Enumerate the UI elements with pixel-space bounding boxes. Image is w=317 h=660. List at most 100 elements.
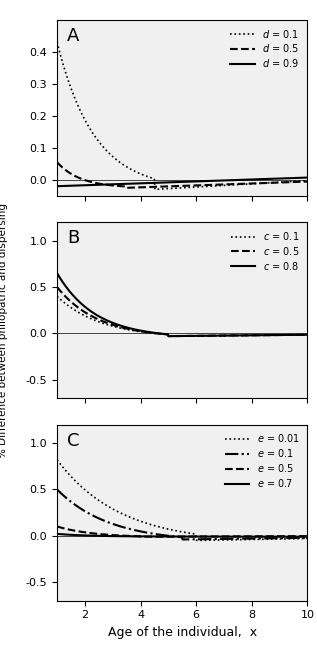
e = 0.1: [261, 535, 265, 543]
d = 0.9: [174, 178, 178, 186]
e = 0.5: [55, 523, 59, 531]
e = 0.5: [191, 533, 195, 541]
e = 0.7: [174, 533, 178, 541]
Line: e = 0.01: e = 0.01: [57, 460, 307, 541]
e = 0.1: [55, 486, 59, 494]
Text: B: B: [67, 229, 79, 248]
e = 0.5: [306, 532, 309, 540]
d = 0.1: [261, 180, 265, 187]
c = 0.1: [306, 331, 309, 339]
d = 0.1: [175, 184, 178, 192]
Line: c = 0.5: c = 0.5: [57, 287, 307, 336]
d = 0.5: [205, 181, 209, 189]
X-axis label: Age of the individual,  x: Age of the individual, x: [108, 626, 257, 639]
d = 0.1: [205, 182, 209, 190]
d = 0.9: [300, 174, 303, 182]
e = 0.01: [174, 527, 178, 535]
Line: d = 0.9: d = 0.9: [57, 178, 307, 186]
c = 0.1: [191, 332, 195, 340]
d = 0.1: [300, 177, 304, 185]
c = 0.1: [261, 331, 265, 339]
c = 0.8: [191, 332, 195, 340]
Line: d = 0.1: d = 0.1: [57, 42, 307, 189]
c = 0.1: [55, 292, 59, 300]
Text: % Difference between philopatric and dispersing: % Difference between philopatric and dis…: [0, 203, 8, 457]
c = 0.8: [300, 331, 304, 339]
d = 0.9: [306, 174, 309, 182]
d = 0.1: [176, 184, 180, 192]
e = 0.01: [300, 535, 304, 543]
Legend: $\mathit{c}$ = 0.1, $\mathit{c}$ = 0.5, $\mathit{c}$ = 0.8: $\mathit{c}$ = 0.1, $\mathit{c}$ = 0.5, …: [228, 227, 303, 275]
d = 0.5: [176, 182, 180, 190]
c = 0.8: [205, 332, 209, 340]
Line: c = 0.1: c = 0.1: [57, 296, 307, 336]
c = 0.5: [191, 332, 195, 340]
e = 0.5: [176, 533, 180, 541]
e = 0.01: [55, 456, 59, 464]
e = 0.1: [191, 535, 195, 543]
Line: c = 0.8: c = 0.8: [57, 273, 307, 336]
d = 0.1: [306, 177, 309, 185]
e = 0.1: [306, 534, 309, 542]
c = 0.5: [55, 283, 59, 291]
d = 0.9: [261, 175, 264, 183]
Legend: $\mathit{e}$ = 0.01, $\mathit{e}$ = 0.1, $\mathit{e}$ = 0.5, $\mathit{e}$ = 0.7: $\mathit{e}$ = 0.01, $\mathit{e}$ = 0.1,…: [222, 430, 303, 492]
d = 0.5: [191, 182, 195, 189]
e = 0.7: [261, 533, 264, 541]
e = 0.5: [205, 533, 209, 541]
c = 0.1: [166, 332, 170, 340]
e = 0.5: [261, 533, 265, 541]
c = 0.5: [306, 331, 309, 339]
d = 0.1: [55, 38, 59, 46]
d = 0.5: [55, 158, 59, 166]
c = 0.1: [300, 331, 304, 339]
e = 0.7: [191, 533, 194, 541]
c = 0.8: [55, 269, 59, 277]
e = 0.1: [181, 535, 184, 543]
e = 0.01: [306, 535, 309, 543]
e = 0.01: [191, 530, 194, 538]
Line: d = 0.5: d = 0.5: [57, 162, 307, 188]
d = 0.9: [191, 178, 194, 185]
c = 0.8: [176, 332, 180, 340]
e = 0.7: [204, 533, 208, 541]
c = 0.5: [261, 331, 265, 339]
c = 0.8: [166, 332, 170, 340]
c = 0.1: [175, 332, 178, 340]
c = 0.1: [205, 332, 209, 340]
d = 0.9: [204, 177, 208, 185]
d = 0.9: [55, 182, 59, 190]
e = 0.1: [205, 535, 209, 543]
e = 0.5: [300, 532, 304, 540]
e = 0.5: [175, 533, 178, 541]
Line: e = 0.7: e = 0.7: [57, 534, 307, 537]
e = 0.7: [306, 533, 309, 541]
e = 0.7: [176, 533, 179, 541]
e = 0.01: [261, 535, 265, 543]
d = 0.5: [306, 178, 309, 185]
Line: e = 0.5: e = 0.5: [57, 527, 307, 537]
e = 0.7: [55, 530, 59, 538]
e = 0.01: [195, 537, 198, 544]
d = 0.5: [175, 182, 178, 190]
c = 0.5: [176, 332, 180, 340]
d = 0.9: [176, 178, 179, 186]
c = 0.8: [175, 332, 178, 340]
e = 0.1: [176, 533, 179, 541]
c = 0.8: [261, 331, 265, 339]
Line: e = 0.1: e = 0.1: [57, 490, 307, 539]
d = 0.1: [153, 185, 157, 193]
e = 0.01: [205, 537, 209, 544]
e = 0.7: [300, 533, 303, 541]
d = 0.1: [191, 183, 195, 191]
e = 0.5: [139, 533, 143, 541]
Text: C: C: [67, 432, 80, 449]
e = 0.1: [300, 534, 304, 542]
Text: A: A: [67, 27, 80, 45]
c = 0.5: [175, 332, 178, 340]
d = 0.5: [300, 178, 304, 185]
c = 0.5: [205, 332, 209, 340]
Legend: $\mathit{d}$ = 0.1, $\mathit{d}$ = 0.5, $\mathit{d}$ = 0.9: $\mathit{d}$ = 0.1, $\mathit{d}$ = 0.5, …: [227, 24, 303, 73]
c = 0.5: [166, 332, 170, 340]
c = 0.5: [300, 331, 304, 339]
